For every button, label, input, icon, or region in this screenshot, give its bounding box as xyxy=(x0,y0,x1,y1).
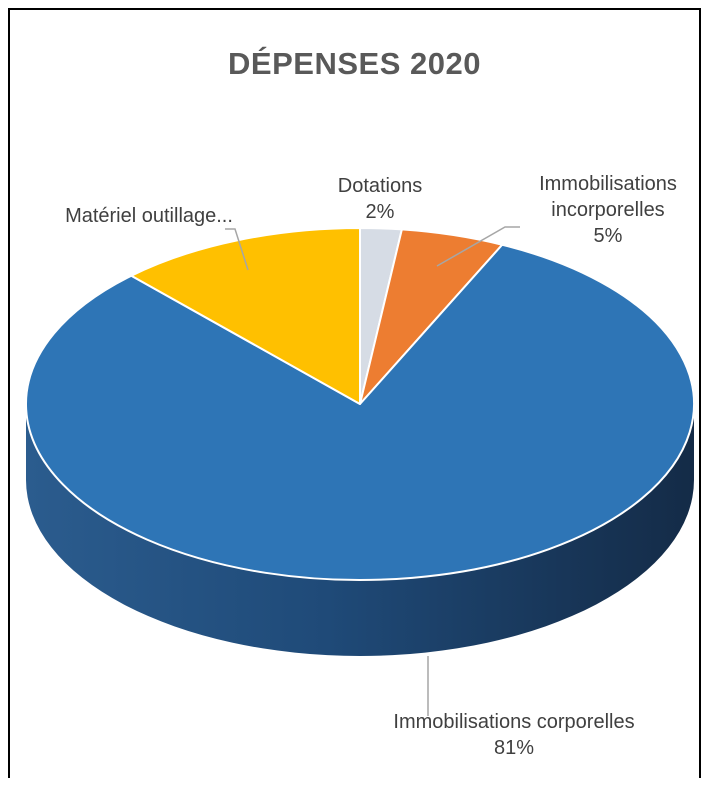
slice-percent-label: 81% xyxy=(494,737,534,759)
pie-side-wall xyxy=(26,404,694,656)
chart-frame xyxy=(8,8,701,778)
pie-slice-2 xyxy=(25,243,695,581)
slice-name-label: Matériel outillage... xyxy=(65,205,233,227)
slice-name-label: Dotations xyxy=(338,175,423,197)
pie-side xyxy=(26,404,694,656)
slice-percent-label: 2% xyxy=(366,201,395,223)
pie-labels: Dotations 2% Immobilisations incorporelles 5… xyxy=(65,173,677,759)
leader-line-1 xyxy=(436,226,520,267)
slice-percent-label: 5% xyxy=(594,225,623,247)
leader-line-3 xyxy=(225,228,249,271)
pie-leaders xyxy=(225,226,520,716)
pie-top xyxy=(25,227,695,581)
slice-name-label: incorporelles xyxy=(551,199,664,221)
chart-title: DÉPENSES 2020 xyxy=(228,46,481,81)
slice-name-label: Immobilisations xyxy=(539,173,677,195)
slice-name-label: Immobilisations corporelles xyxy=(393,711,634,733)
pie-slice-3 xyxy=(130,227,361,405)
